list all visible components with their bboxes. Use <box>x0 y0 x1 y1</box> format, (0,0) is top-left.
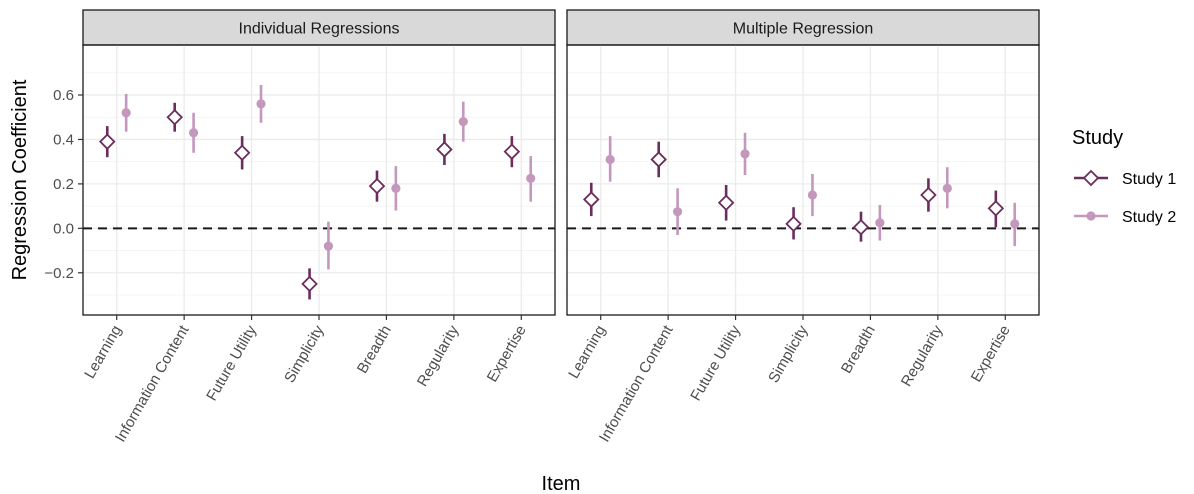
point-study-2 <box>1010 219 1020 229</box>
x-tick-label: Future Utility <box>203 322 260 404</box>
point-study-2 <box>188 128 199 138</box>
legend-title: Study <box>1072 127 1123 149</box>
facet-strip <box>82 9 556 46</box>
legend-key-circle <box>1086 211 1096 221</box>
point-study-2 <box>458 117 468 127</box>
point-study-1 <box>436 141 453 158</box>
point-study-1 <box>920 186 937 204</box>
point-study-1 <box>583 191 600 208</box>
x-tick-label: Simplicity <box>765 322 812 386</box>
x-tick-label: Expertise <box>968 322 1014 385</box>
legend-label: Study 1 <box>1122 171 1176 188</box>
legend-key-diamond <box>1082 169 1100 187</box>
point-study-1 <box>368 177 386 195</box>
point-study-2 <box>391 183 401 193</box>
point-study-2 <box>807 190 818 200</box>
x-tick-label: Learning <box>565 323 609 382</box>
point-study-1 <box>166 108 183 126</box>
point-study-2 <box>256 99 266 109</box>
y-tick-label: 0.0 <box>53 220 74 237</box>
facet-title: Multiple Regression <box>733 21 874 38</box>
point-study-1 <box>503 143 521 160</box>
point-study-2 <box>526 173 536 183</box>
point-study-2 <box>875 218 885 228</box>
x-tick-label: Regularity <box>898 322 947 389</box>
y-tick-label: −0.2 <box>44 265 74 282</box>
point-study-2 <box>942 183 952 193</box>
x-tick-label: Information Content <box>596 322 677 445</box>
point-study-1 <box>233 144 251 162</box>
point-study-1 <box>301 275 318 293</box>
x-axis-title: Item <box>542 473 581 494</box>
facet-title: Individual Regressions <box>239 21 400 38</box>
legend-label: Study 2 <box>1122 209 1176 226</box>
point-study-2 <box>121 108 131 118</box>
x-tick-label: Breadth <box>354 323 395 377</box>
point-study-2 <box>605 154 615 165</box>
point-study-1 <box>852 218 870 236</box>
y-tick-label: 0.2 <box>53 176 74 193</box>
point-study-1 <box>717 194 735 212</box>
x-tick-label: Learning <box>81 323 125 382</box>
point-study-1 <box>650 151 667 168</box>
y-axis-title: Regression Coefficient <box>9 79 31 280</box>
x-tick-label: Breadth <box>838 323 879 377</box>
point-study-2 <box>740 149 750 159</box>
point-study-2 <box>672 207 683 217</box>
x-tick-label: Future Utility <box>687 322 744 404</box>
x-tick-label: Simplicity <box>281 322 328 386</box>
y-tick-label: 0.4 <box>53 131 74 148</box>
point-study-1 <box>987 200 1005 217</box>
x-tick-label: Regularity <box>414 322 463 389</box>
y-tick-label: 0.6 <box>53 87 74 104</box>
x-tick-label: Information Content <box>112 322 193 445</box>
point-study-1 <box>785 215 802 233</box>
point-study-2 <box>323 241 334 251</box>
point-study-1 <box>99 133 116 150</box>
facet-strip <box>566 9 1040 46</box>
x-tick-label: Expertise <box>484 323 530 386</box>
